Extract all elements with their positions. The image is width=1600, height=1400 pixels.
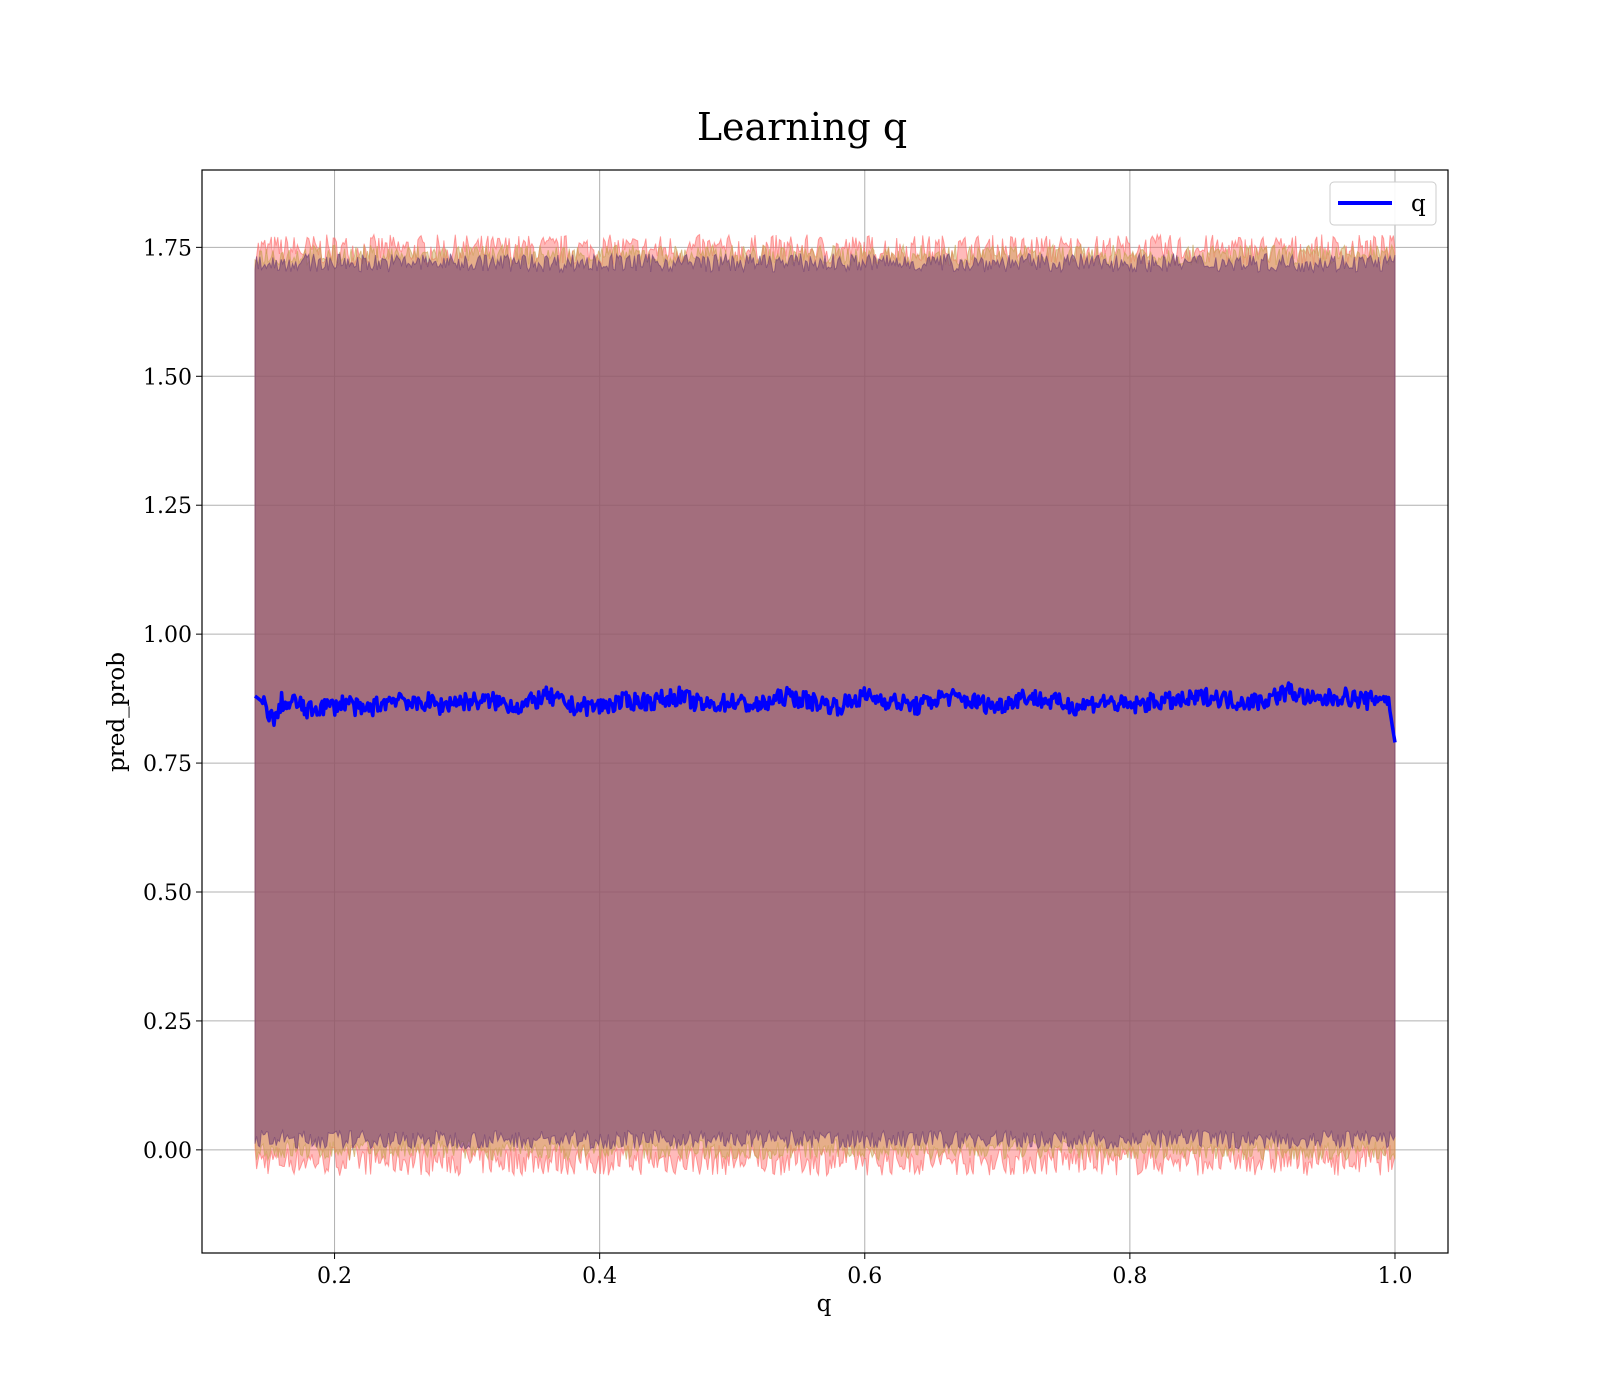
chart-title: Learning q: [697, 105, 907, 149]
x-tick-label: 0.6: [847, 1264, 882, 1289]
x-tick-label: 0.2: [317, 1264, 352, 1289]
series-lines: [253, 681, 1397, 743]
y-tick-label: 0.50: [143, 881, 192, 906]
y-tick-label: 0.25: [143, 1010, 192, 1035]
y-axis-label: pred_prob: [104, 652, 130, 772]
x-tick-label: 0.4: [582, 1264, 617, 1289]
y-tick-label: 0.00: [143, 1139, 192, 1164]
legend-label-q: q: [1411, 191, 1426, 217]
y-tick-label: 1.50: [143, 365, 192, 390]
y-tick-label: 1.00: [143, 623, 192, 648]
plot-frame: [201, 169, 1449, 1254]
x-axis-ticks: 0.2 0.4 0.6 0.8 1.0: [317, 1253, 1412, 1289]
y-tick-label: 1.75: [143, 236, 192, 261]
legend: q: [1329, 181, 1437, 226]
y-tick-label: 0.75: [143, 752, 192, 777]
x-tick-label: 1.0: [1377, 1264, 1412, 1289]
x-tick-label: 0.8: [1112, 1264, 1147, 1289]
y-axis-ticks: 0.00 0.25 0.50 0.75 1.00 1.25 1.50 1.75: [143, 236, 202, 1164]
x-axis-label: q: [817, 1291, 832, 1317]
y-tick-label: 1.25: [143, 494, 192, 519]
series-line-q: [253, 681, 1397, 743]
